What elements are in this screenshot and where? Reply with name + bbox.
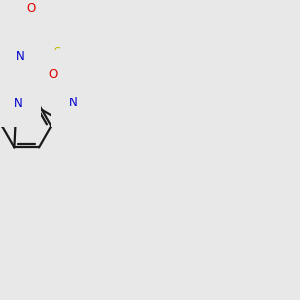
Text: O: O — [48, 68, 57, 81]
Text: S: S — [58, 66, 65, 80]
Text: N: N — [14, 97, 23, 110]
Text: N: N — [69, 97, 77, 110]
Text: O: O — [26, 2, 35, 15]
Text: N: N — [70, 46, 78, 60]
Text: N: N — [16, 50, 25, 63]
Text: H: H — [1, 95, 9, 105]
Text: S: S — [53, 46, 60, 59]
